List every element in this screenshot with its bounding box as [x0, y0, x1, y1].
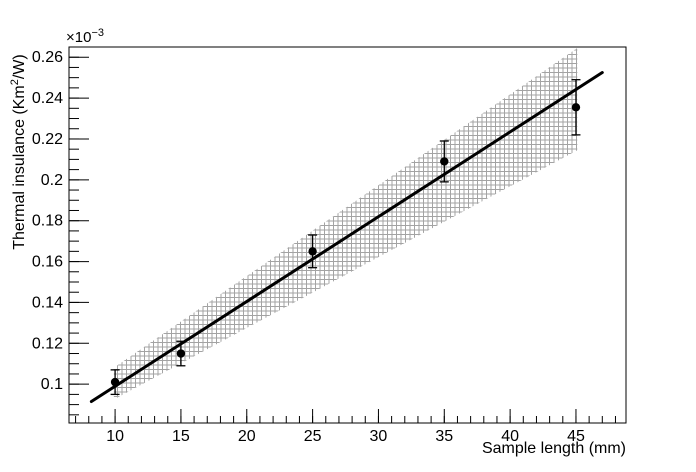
y-axis-title-text: Thermal insulance (Km [11, 85, 29, 250]
data-point-group [308, 234, 318, 269]
x-tick-label: 15 [172, 428, 190, 445]
x-tick-label: 30 [370, 428, 388, 445]
y-tick-label: 0.24 [32, 90, 63, 107]
y-axis-title-unit: /W) [11, 54, 29, 80]
y-tick-label: 0.26 [32, 49, 63, 66]
y-tick-label: 0.2 [41, 172, 63, 189]
x-tick-label: 20 [238, 428, 256, 445]
data-point-marker [110, 377, 120, 387]
x-tick-label: 10 [106, 428, 124, 445]
x-tick-label: 35 [435, 428, 453, 445]
y-tick-label: 0.16 [32, 254, 63, 271]
x-axis-title: Sample length (mm) [482, 440, 626, 458]
multiplier-base: ×10 [66, 29, 92, 46]
y-axis-title: Thermal insulance (Km2/W) [9, 54, 29, 250]
y-tick-label: 0.22 [32, 131, 63, 148]
x-tick-label: 40 [501, 428, 519, 445]
data-point-group [110, 369, 120, 396]
multiplier-exponent: −3 [91, 27, 104, 39]
y-axis-multiplier: ×10−3 [66, 27, 104, 46]
data-point-group [571, 79, 581, 136]
confidence-band [113, 48, 578, 400]
fit-line [89, 71, 604, 404]
y-tick-label: 0.12 [32, 335, 63, 352]
y-tick-label: 0.14 [32, 294, 63, 311]
data-point-marker [440, 157, 449, 166]
data-point-marker [308, 247, 317, 256]
data-point-group [439, 140, 449, 183]
x-tick-label: 25 [304, 428, 322, 445]
data-point-group [176, 340, 186, 367]
y-axis-title-superscript: 2 [8, 79, 21, 86]
data-point-marker [571, 103, 581, 112]
data-point-marker [176, 349, 186, 358]
plot-frame [68, 46, 627, 424]
x-axis-title-text: Sample length (mm) [481, 440, 626, 457]
x-tick-label: 45 [567, 428, 585, 445]
y-tick-label: 0.1 [41, 376, 63, 393]
y-tick-label: 0.18 [32, 213, 63, 230]
